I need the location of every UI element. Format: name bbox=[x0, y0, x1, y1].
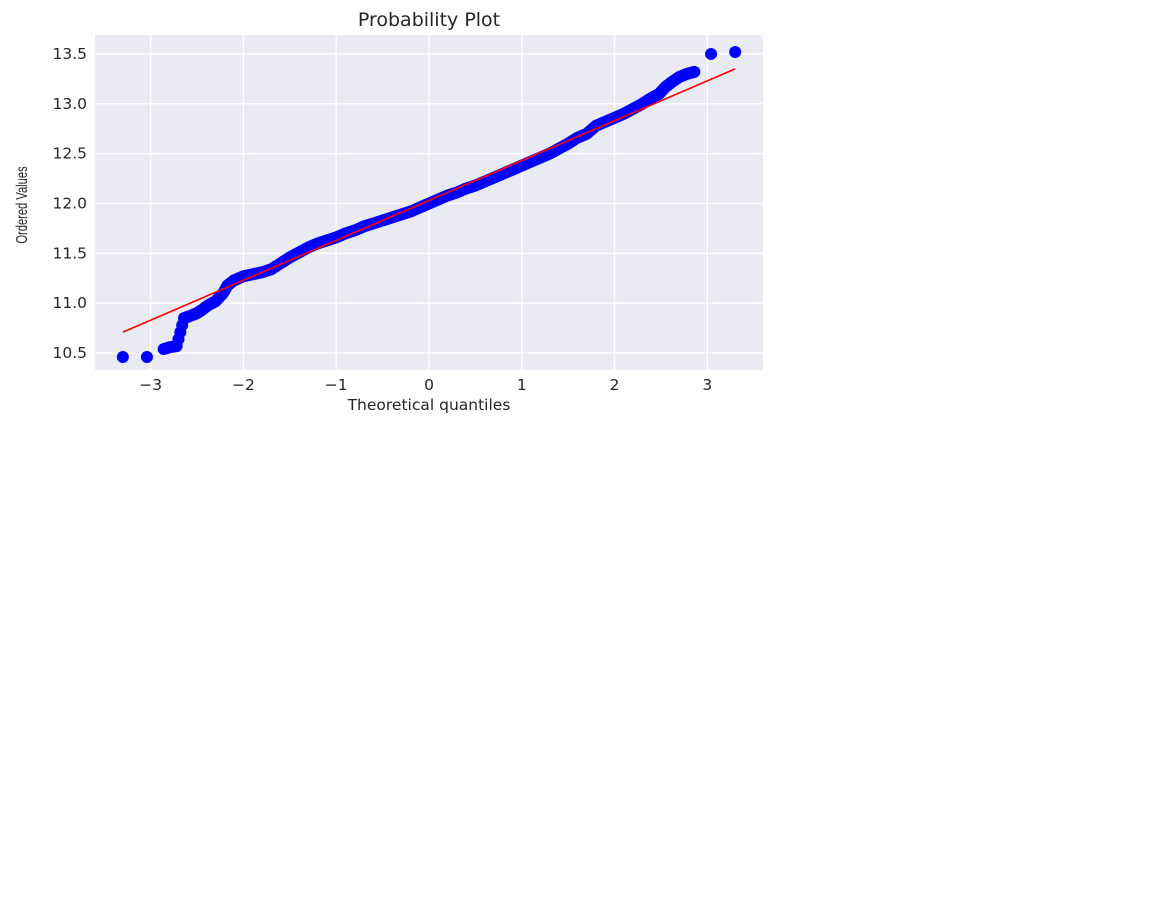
y-tick-label: 10.5 bbox=[52, 344, 87, 362]
x-tick-label: 2 bbox=[610, 376, 620, 394]
data-point bbox=[116, 351, 129, 364]
y-tick-label: 13.5 bbox=[52, 45, 87, 63]
y-tick-label: 12.5 bbox=[52, 145, 87, 163]
x-tick-label: −1 bbox=[325, 376, 348, 394]
y-axis-label: Ordered Values bbox=[13, 166, 30, 244]
data-point bbox=[705, 47, 718, 60]
data-point bbox=[688, 65, 701, 78]
data-point bbox=[729, 45, 742, 58]
y-tick-label: 13.0 bbox=[52, 95, 87, 113]
y-tick-label: 11.0 bbox=[52, 294, 87, 312]
x-tick-label: 1 bbox=[517, 376, 527, 394]
x-tick-label: −2 bbox=[232, 376, 255, 394]
x-tick-labels: −3 −2 −1 0 1 2 3 bbox=[139, 376, 712, 394]
data-point bbox=[140, 351, 153, 364]
x-tick-label: 0 bbox=[424, 376, 434, 394]
y-tick-label: 11.5 bbox=[52, 244, 87, 262]
fit-line bbox=[122, 68, 736, 333]
x-tick-label: −3 bbox=[139, 376, 162, 394]
y-tick-label: 12.0 bbox=[52, 194, 87, 212]
chart-title: Probability Plot bbox=[358, 9, 500, 31]
x-axis-label: Theoretical quantiles bbox=[347, 396, 511, 414]
y-tick-labels: 10.5 11.0 11.5 12.0 12.5 13.0 13.5 bbox=[52, 45, 87, 362]
x-tick-label: 3 bbox=[702, 376, 712, 394]
